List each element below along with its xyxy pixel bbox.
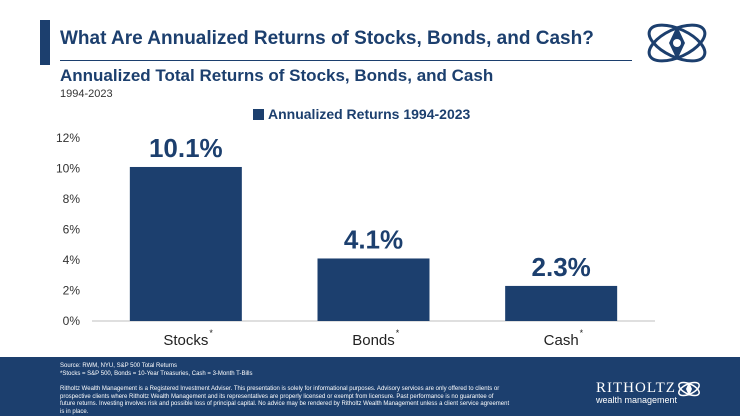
- y-tick-label: 0%: [63, 314, 81, 328]
- legend-label: Annualized Returns 1994-2023: [268, 106, 471, 122]
- bar-bonds: [317, 258, 430, 321]
- footer-definitions: *Stocks = S&P 500, Bonds = 10-Year Treas…: [60, 370, 253, 377]
- footnote-marker: *: [580, 328, 584, 338]
- title-accent-bar: [40, 20, 50, 65]
- footnote-marker: *: [396, 328, 400, 338]
- page-title: What Are Annualized Returns of Stocks, B…: [60, 28, 594, 49]
- y-tick-label: 6%: [63, 223, 81, 237]
- footer-brand: RITHOLTZ wealth management: [596, 380, 678, 406]
- bar-cash: [505, 285, 618, 321]
- bar-chart: 0%2%4%6%8%10%12% 10.1%Stocks *4.1%Bonds *2.…: [56, 131, 655, 349]
- y-tick-label: 12%: [56, 131, 80, 145]
- legend-swatch: [253, 108, 264, 120]
- footnote-marker: *: [209, 328, 213, 338]
- brand-name: RITHOLTZ: [596, 380, 676, 396]
- chart-subtitle: Annualized Total Returns of Stocks, Bond…: [60, 66, 494, 85]
- ritholtz-orbit-logo-icon: [647, 23, 707, 63]
- x-tick-label: Stocks: [163, 332, 208, 349]
- y-tick-label: 2%: [63, 284, 81, 298]
- footer-source-block: Source: RWM, NYU, S&P 500 Total Returns …: [60, 363, 253, 378]
- footer-disclaimer: Ritholtz Wealth Management is a Register…: [60, 386, 510, 415]
- footer-logo-icon: [678, 381, 700, 397]
- footer-source: Source: RWM, NYU, S&P 500 Total Returns: [60, 363, 178, 369]
- brand-tagline: wealth management: [596, 395, 678, 405]
- y-tick-label: 4%: [63, 253, 81, 267]
- data-label: 4.1%: [344, 224, 403, 254]
- y-tick-label: 10%: [56, 162, 80, 176]
- y-tick-label: 8%: [63, 192, 81, 206]
- chart-legend: Annualized Returns 1994-2023: [253, 106, 470, 122]
- x-tick-label: Cash: [544, 332, 579, 349]
- bar-stocks: [129, 166, 242, 321]
- title-divider: [60, 60, 632, 61]
- data-label: 10.1%: [149, 133, 223, 163]
- data-label: 2.3%: [532, 252, 591, 282]
- date-range: 1994-2023: [60, 88, 113, 100]
- x-tick-label: Bonds: [352, 332, 395, 349]
- footer: Source: RWM, NYU, S&P 500 Total Returns …: [0, 357, 740, 416]
